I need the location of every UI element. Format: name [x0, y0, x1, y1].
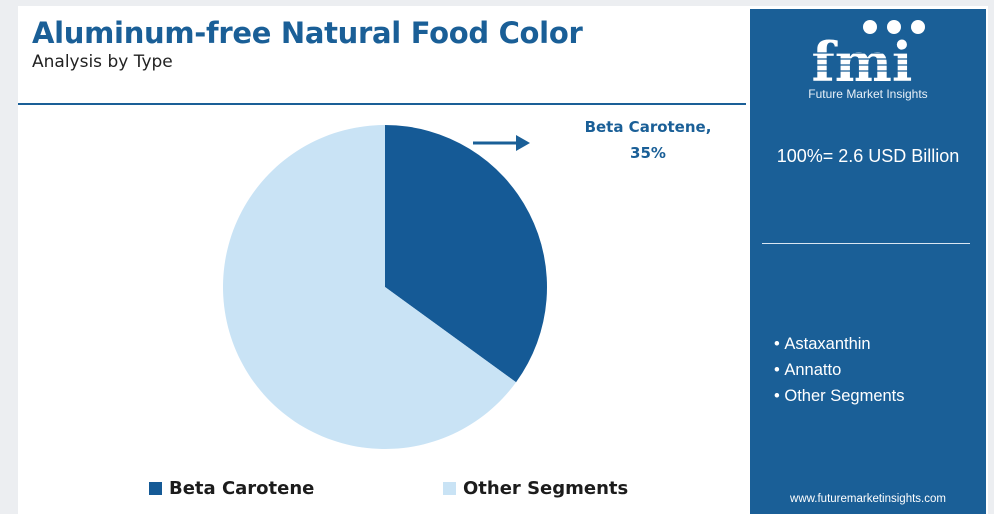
market-total: 100%= 2.6 USD Billion: [776, 146, 960, 166]
list-item: Other Segments: [774, 383, 904, 409]
callout-name: Beta Carotene,: [584, 118, 712, 136]
chart-card: Aluminum-free Natural Food Color Analysi…: [18, 6, 988, 514]
legend-swatch-other-segments: [443, 482, 456, 495]
fmi-logo: fmi: [790, 20, 950, 89]
list-item: Astaxanthin: [774, 331, 905, 357]
page-title: Aluminum-free Natural Food Color: [32, 16, 583, 50]
legend-label-other-segments: Other Segments: [463, 478, 629, 499]
logo-subtitle: Future Market Insights: [808, 87, 928, 101]
title-divider: [18, 103, 746, 105]
page-subtitle: Analysis by Type: [32, 52, 173, 72]
logo-gear-icon: [887, 20, 901, 34]
callout-arrow-icon: [516, 135, 530, 151]
pie-slice-other-segments: [222, 125, 517, 449]
legend-swatch-beta-carotene: [149, 482, 162, 495]
website-url: www.futuremarketinsights.com: [790, 493, 946, 505]
callout-label: Beta Carotene, 35%: [573, 114, 723, 166]
list-item: Annatto: [774, 357, 905, 383]
legend-item-other-segments: Other Segments: [443, 478, 628, 499]
other-segments-list: Astaxanthin Annatto Other Segments: [774, 331, 905, 409]
legend-label-beta-carotene: Beta Carotene: [169, 478, 315, 499]
logo-globe-icon: [863, 20, 877, 34]
legend-item-beta-carotene: Beta Carotene: [149, 478, 314, 499]
callout-value: 35%: [630, 144, 666, 162]
pie-slice-beta-carotene: [385, 125, 547, 383]
panel-divider: [762, 243, 970, 244]
side-panel: fmi Future Market Insights 100%= 2.6 USD…: [750, 9, 986, 514]
logo-person-icon: [911, 20, 925, 34]
pie-chart: [222, 125, 547, 449]
